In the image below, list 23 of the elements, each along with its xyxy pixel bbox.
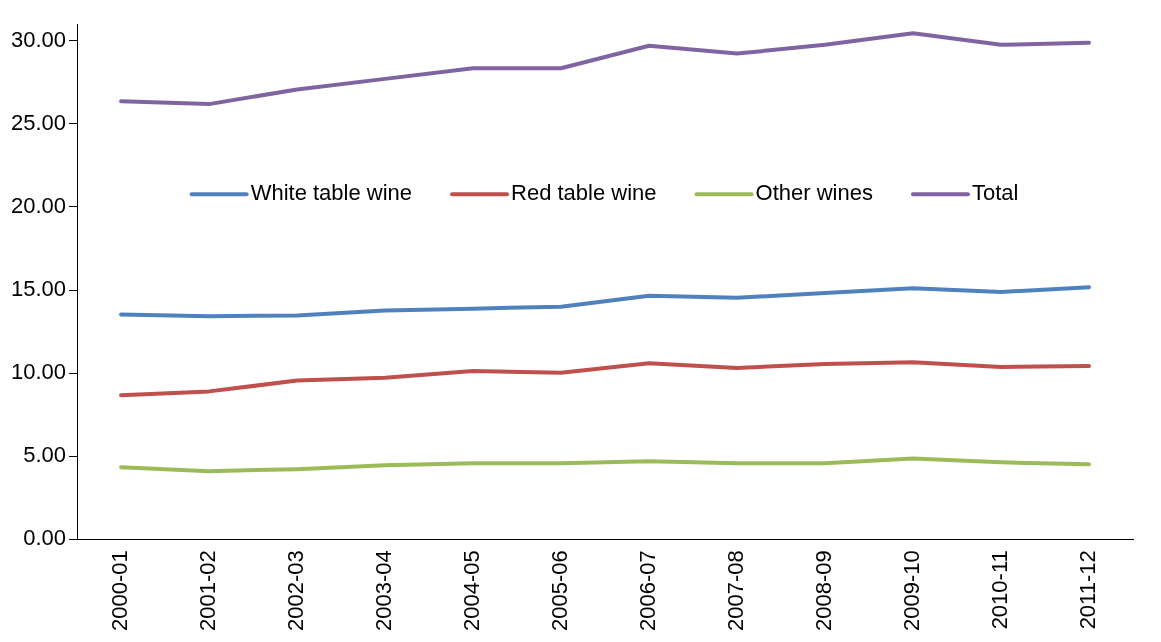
x-tick-label: 2002-03 [283, 550, 309, 632]
y-tick-label: 10.00 [10, 359, 67, 385]
x-tick-label: 2006-07 [635, 550, 661, 632]
y-tick-label: 5.00 [23, 442, 67, 468]
x-tick-label: 2004-05 [459, 550, 485, 632]
x-tick-label: 2009-10 [899, 550, 925, 632]
x-tick-label: 2011-12 [1075, 550, 1101, 630]
x-tick-label: 2003-04 [371, 550, 397, 632]
x-tick-label: 2005-06 [547, 550, 573, 632]
legend-label: Red table wine [511, 180, 657, 206]
y-tick-label: 30.00 [10, 26, 67, 52]
legend-label: White table wine [250, 180, 413, 206]
x-tick-label: 2001-02 [195, 550, 221, 632]
y-tick-label: 25.00 [10, 109, 67, 135]
x-tick-label: 2000-01 [107, 550, 133, 632]
y-tick-label: 0.00 [23, 525, 67, 551]
y-tick-label: 20.00 [10, 193, 67, 219]
legend-label: Total [971, 180, 1019, 206]
x-tick-label: 2007-08 [723, 550, 749, 632]
x-tick-label: 2008-09 [811, 550, 837, 632]
legend-label: Other wines [755, 180, 873, 206]
y-tick-label: 15.00 [10, 276, 67, 302]
x-tick-label: 2010-11 [987, 550, 1013, 630]
